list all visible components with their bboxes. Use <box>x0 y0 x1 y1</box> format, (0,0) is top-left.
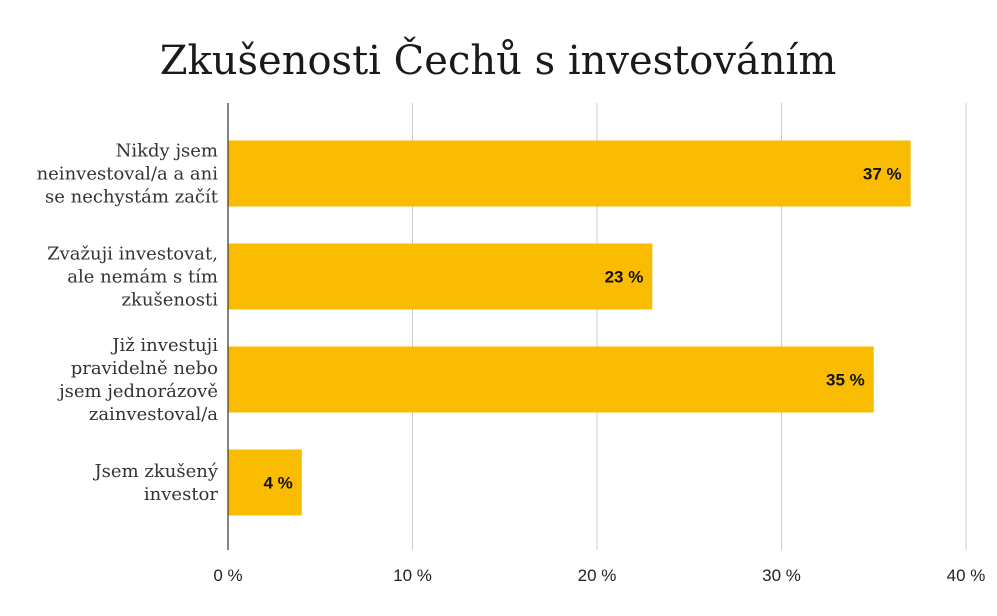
chart-title: Zkušenosti Čechů s investováním <box>160 37 837 84</box>
data-label: 37 % <box>863 165 902 184</box>
data-label: 23 % <box>605 268 644 287</box>
category-label-line: jsem jednorázově <box>57 381 218 402</box>
bar <box>228 243 653 310</box>
bar <box>228 346 874 413</box>
category-label-line: Již investuji <box>110 335 218 356</box>
category-label-line: neinvestoval/a a ani <box>37 164 219 185</box>
x-tick-label: 10 % <box>393 566 432 585</box>
category-label-line: pravidelně nebo <box>71 358 218 379</box>
category-label-line: Nikdy jsem <box>116 141 218 162</box>
category-label-line: zkušenosti <box>121 290 218 311</box>
category-label: Již investuji pravidelně nebo jsem jednorá… <box>57 335 218 425</box>
bar <box>228 140 911 207</box>
x-tick-labels: 0 % 10 % 20 % 30 % 40 % <box>213 566 985 585</box>
x-tick-label: 20 % <box>578 566 617 585</box>
category-label: Nikdy jsem neinvestoval/a a ani se nechyst… <box>37 141 219 208</box>
data-labels: 37 % 23 % 35 % 4 % <box>264 165 902 493</box>
data-label: 4 % <box>264 474 293 493</box>
bar <box>228 449 302 516</box>
category-label-line: Jsem zkušený <box>92 461 218 482</box>
x-tick-label: 40 % <box>947 566 986 585</box>
x-tick-label: 0 % <box>213 566 242 585</box>
category-label-line: investor <box>144 484 218 505</box>
category-label-line: zainvestoval/a <box>89 404 218 425</box>
data-label: 35 % <box>826 371 865 390</box>
category-label: Jsem zkušený investor <box>92 461 218 505</box>
category-label: Zvažuji investovat, ale nemám s tím zkušen… <box>47 244 218 311</box>
category-label-line: Zvažuji investovat, <box>47 244 218 265</box>
category-label-line: ale nemám s tím <box>67 267 218 288</box>
bars <box>228 140 911 516</box>
category-label-line: se nechystám začít <box>45 187 219 208</box>
x-tick-label: 30 % <box>762 566 801 585</box>
category-labels: Nikdy jsem neinvestoval/a a ani se nechyst… <box>37 141 219 506</box>
